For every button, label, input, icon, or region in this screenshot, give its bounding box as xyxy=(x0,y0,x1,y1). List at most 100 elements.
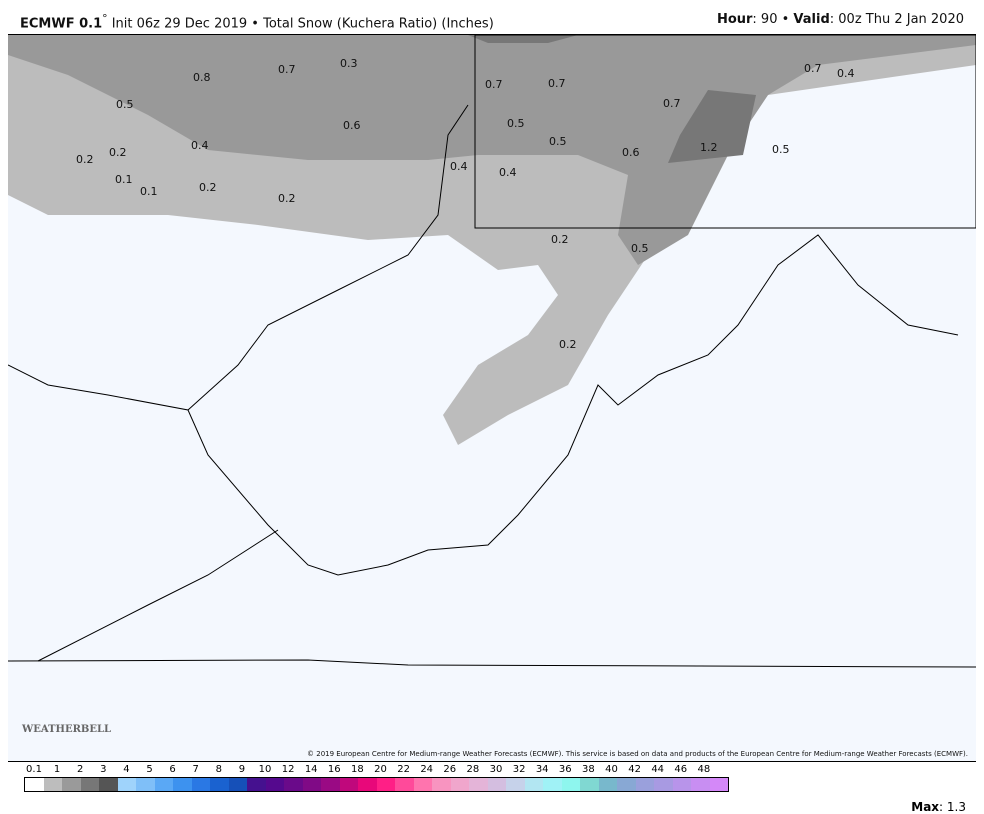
legend-tick: 22 xyxy=(397,764,410,775)
legend-swatch xyxy=(80,778,99,791)
max-value: Max: 1.3 xyxy=(911,800,966,814)
legend-swatch xyxy=(117,778,136,791)
legend-tick: 38 xyxy=(582,764,595,775)
state-border xyxy=(37,529,279,662)
legend-swatch xyxy=(284,778,303,791)
snow-value-label: 0.4 xyxy=(450,160,468,173)
legend-tick: 16 xyxy=(327,764,341,775)
inset-box xyxy=(474,35,976,229)
legend-swatch xyxy=(173,778,192,791)
legend-swatch xyxy=(450,778,469,791)
legend-swatch xyxy=(691,778,710,791)
legend-swatch xyxy=(339,778,358,791)
legend-tick: 42 xyxy=(628,764,641,775)
snow-value-label: 0.7 xyxy=(278,63,296,76)
legend-swatch xyxy=(432,778,451,791)
legend-tick: 8 xyxy=(215,764,222,775)
color-legend xyxy=(24,777,729,792)
legend-tick: 36 xyxy=(558,764,572,775)
legend-ticks: 0.1 1 2 3 4 5 6 7 8 9 10 12 14 16 18 20 22 24 26 28 30 32 34 36… xyxy=(24,764,710,776)
snow-value-label: 0.5 xyxy=(772,143,790,156)
legend-tick: 26 xyxy=(443,764,457,775)
snow-value-label: 0.2 xyxy=(551,233,569,246)
init-text: Init 06z 29 Dec 2019 • Total Snow (Kuche… xyxy=(107,16,494,32)
legend-swatch xyxy=(210,778,229,791)
snow-contours xyxy=(8,35,976,668)
legend-tick: 1 xyxy=(53,764,61,775)
legend-swatch xyxy=(617,778,636,791)
state-border xyxy=(187,104,469,411)
legend-tick: 34 xyxy=(535,764,549,775)
map-title: ECMWF 0.1° Init 06z 29 Dec 2019 • Total … xyxy=(20,12,494,31)
valid-label: Valid xyxy=(793,12,830,27)
legend-swatch xyxy=(62,778,81,791)
snow-value-label: 0.7 xyxy=(485,78,503,91)
snow-value-label: 0.7 xyxy=(663,97,681,110)
snow-value-label: 0.6 xyxy=(343,119,361,132)
snowfall-map[interactable]: 0.8 0.7 0.3 0.5 0.6 0.4 0.2 0.2 0.1 0.1 0.2 0.2 0.4 0… xyxy=(8,34,976,762)
legend-tick: 6 xyxy=(169,764,176,775)
snow-value-label: 0.5 xyxy=(549,135,567,148)
legend-swatch xyxy=(99,778,118,791)
legend-swatch xyxy=(302,778,321,791)
max-number: : 1.3 xyxy=(939,800,966,814)
copyright-notice: © 2019 European Centre for Medium-range … xyxy=(307,750,968,758)
legend-tick: 28 xyxy=(466,764,480,775)
legend-swatch xyxy=(598,778,617,791)
legend-tick: 12 xyxy=(281,764,295,775)
legend-tick: 9 xyxy=(238,764,246,775)
legend-tick: 0.1 xyxy=(26,764,42,775)
legend-swatch xyxy=(635,778,654,791)
legend-swatch xyxy=(358,778,377,791)
state-border xyxy=(8,234,959,576)
snow-value-label: 0.7 xyxy=(548,77,566,90)
legend-swatch xyxy=(654,778,673,791)
valid-value: : 00z Thu 2 Jan 2020 xyxy=(829,12,964,27)
snow-value-label: 0.5 xyxy=(631,242,649,255)
legend-swatch xyxy=(376,778,395,791)
snow-value-label: 0.2 xyxy=(559,338,577,351)
snow-value-label: 0.8 xyxy=(193,71,211,84)
snow-value-label: 0.2 xyxy=(109,146,127,159)
snow-area-dark xyxy=(468,35,578,43)
legend-swatch xyxy=(136,778,155,791)
legend-tick: 46 xyxy=(674,764,688,775)
legend-swatch xyxy=(506,778,525,791)
state-border xyxy=(8,659,976,668)
legend-swatch xyxy=(469,778,488,791)
snow-value-label: 0.4 xyxy=(499,166,517,179)
snow-value-label: 1.2 xyxy=(700,141,718,154)
snow-value-label: 0.2 xyxy=(199,181,217,194)
snow-value-label: 0.7 xyxy=(804,62,822,75)
legend-swatch xyxy=(265,778,284,791)
snow-value-label: 0.5 xyxy=(507,117,525,130)
legend-swatch xyxy=(413,778,432,791)
legend-swatch xyxy=(25,778,44,791)
snow-value-label: 0.5 xyxy=(116,98,134,111)
legend-tick: 2 xyxy=(77,764,84,775)
legend-swatch xyxy=(709,778,728,791)
legend-tick: 30 xyxy=(489,764,503,775)
valid-time: Hour: 90 • Valid: 00z Thu 2 Jan 2020 xyxy=(717,12,964,27)
legend-tick: 14 xyxy=(304,764,318,775)
legend-swatch xyxy=(247,778,266,791)
legend-swatch xyxy=(580,778,599,791)
hour-value: : 90 • xyxy=(752,12,794,27)
snow-value-label: 0.2 xyxy=(278,192,296,205)
snow-value-label: 0.4 xyxy=(837,67,855,80)
legend-swatch xyxy=(43,778,62,791)
snow-area-heavy xyxy=(668,90,756,163)
degree-sign: ° xyxy=(102,12,108,25)
legend-swatch xyxy=(487,778,506,791)
snow-value-label: 0.1 xyxy=(140,185,158,198)
legend-swatch xyxy=(561,778,580,791)
legend-tick: 48 xyxy=(697,764,711,775)
legend-swatch xyxy=(395,778,414,791)
legend-tick: 3 xyxy=(100,764,107,775)
weatherbell-logo: WEATHERBELL xyxy=(22,724,112,735)
legend-swatch xyxy=(543,778,562,791)
legend-tick: 18 xyxy=(351,764,364,775)
legend-tick: 10 xyxy=(258,764,272,775)
legend-tick: 7 xyxy=(192,764,199,775)
hour-label: Hour xyxy=(716,12,753,27)
